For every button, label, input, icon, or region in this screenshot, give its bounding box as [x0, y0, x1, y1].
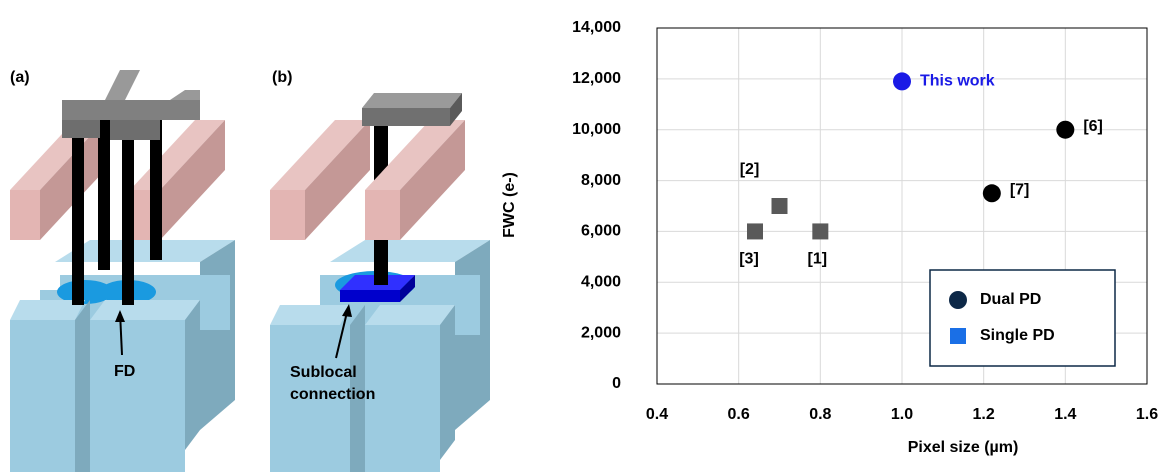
- point-label: [7]: [1010, 182, 1030, 199]
- legend-marker: [949, 291, 967, 309]
- y-tick-label: 10,000: [572, 121, 621, 138]
- point: [983, 184, 1001, 202]
- legend-label: Dual PD: [980, 291, 1041, 308]
- y-tick-label: 8,000: [581, 172, 621, 189]
- annotation: Sublocal: [290, 364, 357, 381]
- x-tick-label: 0.8: [809, 406, 831, 423]
- annotation: FD: [114, 363, 135, 380]
- annotation: connection: [290, 386, 375, 403]
- legend-label: Single PD: [980, 327, 1055, 344]
- legend-marker: [950, 328, 966, 344]
- point: [772, 198, 788, 214]
- x-tick-label: 1.2: [973, 406, 995, 423]
- point-label: [2]: [740, 161, 760, 178]
- y-tick-label: 2,000: [581, 324, 621, 341]
- legend-box: [930, 270, 1115, 366]
- x-axis-label: Pixel size (µm): [908, 439, 1019, 456]
- point: [1056, 121, 1074, 139]
- diagram-a: (a) FD: [10, 69, 235, 472]
- x-tick-label: 0.6: [728, 406, 750, 423]
- panel-label: (b): [272, 69, 292, 86]
- x-tick-label: 0.4: [646, 406, 668, 423]
- point-label: [3]: [739, 251, 759, 268]
- point-label: [1]: [808, 251, 828, 268]
- point-label: This work: [920, 73, 995, 90]
- diagram-b: (b) Sublocal connection: [270, 69, 490, 472]
- chart: Pixel size (µm) FWC (e-) 0 2,000 4,000 6,00…: [501, 19, 1158, 456]
- panel-label: (a): [10, 69, 30, 86]
- y-tick-label: 12,000: [572, 70, 621, 87]
- x-tick-label: 1.0: [891, 406, 913, 423]
- x-tick-label: 1.6: [1136, 406, 1158, 423]
- point: [812, 223, 828, 239]
- point-label: [6]: [1083, 118, 1103, 135]
- y-axis-label: FWC (e-): [501, 172, 518, 238]
- y-tick-label: 0: [612, 375, 621, 392]
- y-tick-label: 14,000: [572, 19, 621, 36]
- point: [747, 223, 763, 239]
- y-tick-label: 6,000: [581, 223, 621, 240]
- point: [893, 72, 911, 90]
- figure: (a) FD (b) Sublocal connection Pixel: [0, 0, 1166, 472]
- x-tick-label: 1.4: [1054, 406, 1076, 423]
- y-tick-label: 4,000: [581, 274, 621, 291]
